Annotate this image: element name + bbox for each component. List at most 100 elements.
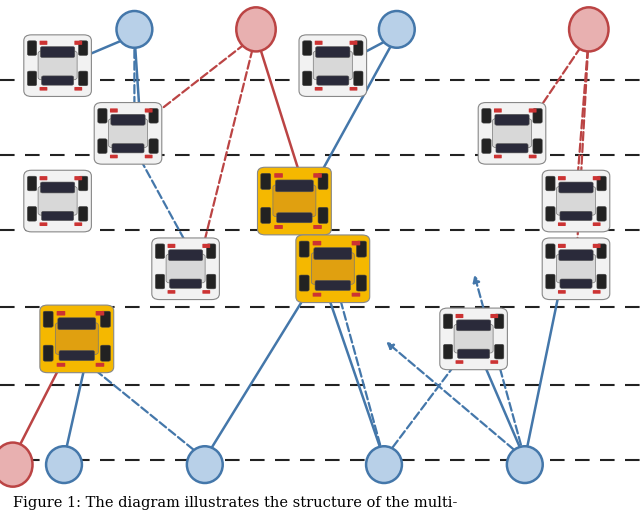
FancyBboxPatch shape bbox=[349, 41, 357, 45]
FancyBboxPatch shape bbox=[303, 41, 312, 56]
FancyBboxPatch shape bbox=[558, 290, 566, 294]
FancyBboxPatch shape bbox=[354, 41, 363, 56]
FancyBboxPatch shape bbox=[313, 293, 321, 296]
FancyBboxPatch shape bbox=[440, 308, 507, 369]
FancyBboxPatch shape bbox=[98, 139, 107, 153]
FancyBboxPatch shape bbox=[546, 244, 555, 258]
Ellipse shape bbox=[507, 446, 543, 483]
FancyBboxPatch shape bbox=[156, 244, 164, 258]
FancyBboxPatch shape bbox=[315, 280, 351, 291]
FancyBboxPatch shape bbox=[456, 320, 491, 331]
FancyBboxPatch shape bbox=[42, 76, 74, 85]
FancyBboxPatch shape bbox=[597, 206, 606, 221]
FancyBboxPatch shape bbox=[28, 41, 36, 56]
FancyBboxPatch shape bbox=[257, 167, 332, 235]
FancyBboxPatch shape bbox=[533, 109, 542, 123]
FancyBboxPatch shape bbox=[314, 51, 352, 80]
FancyBboxPatch shape bbox=[543, 238, 609, 299]
Ellipse shape bbox=[0, 443, 33, 487]
FancyBboxPatch shape bbox=[276, 213, 312, 223]
FancyBboxPatch shape bbox=[24, 35, 92, 96]
FancyBboxPatch shape bbox=[557, 186, 596, 215]
FancyBboxPatch shape bbox=[303, 71, 312, 86]
FancyBboxPatch shape bbox=[24, 171, 91, 231]
Text: Figure 1: The diagram illustrates the structure of the multi-: Figure 1: The diagram illustrates the st… bbox=[13, 496, 457, 510]
FancyBboxPatch shape bbox=[593, 290, 600, 294]
FancyBboxPatch shape bbox=[202, 290, 210, 294]
FancyBboxPatch shape bbox=[354, 71, 363, 86]
FancyBboxPatch shape bbox=[296, 235, 370, 303]
FancyBboxPatch shape bbox=[318, 173, 328, 189]
FancyBboxPatch shape bbox=[542, 238, 610, 300]
FancyBboxPatch shape bbox=[202, 244, 210, 248]
FancyBboxPatch shape bbox=[529, 108, 536, 112]
FancyBboxPatch shape bbox=[55, 323, 99, 355]
FancyBboxPatch shape bbox=[43, 311, 53, 327]
FancyBboxPatch shape bbox=[479, 103, 545, 164]
FancyBboxPatch shape bbox=[317, 76, 349, 85]
Ellipse shape bbox=[116, 11, 152, 48]
FancyBboxPatch shape bbox=[495, 314, 504, 329]
FancyBboxPatch shape bbox=[559, 250, 593, 261]
Ellipse shape bbox=[236, 7, 276, 51]
FancyBboxPatch shape bbox=[275, 225, 283, 229]
FancyBboxPatch shape bbox=[315, 87, 323, 90]
FancyBboxPatch shape bbox=[349, 87, 357, 90]
FancyBboxPatch shape bbox=[260, 173, 271, 189]
FancyBboxPatch shape bbox=[482, 109, 491, 123]
FancyBboxPatch shape bbox=[28, 71, 36, 86]
FancyBboxPatch shape bbox=[597, 176, 606, 191]
FancyBboxPatch shape bbox=[40, 87, 47, 90]
FancyBboxPatch shape bbox=[495, 114, 529, 125]
FancyBboxPatch shape bbox=[74, 41, 82, 45]
FancyBboxPatch shape bbox=[40, 305, 114, 372]
FancyBboxPatch shape bbox=[560, 211, 592, 220]
FancyBboxPatch shape bbox=[444, 314, 452, 329]
FancyBboxPatch shape bbox=[40, 223, 47, 226]
FancyBboxPatch shape bbox=[559, 182, 593, 193]
FancyBboxPatch shape bbox=[496, 144, 528, 153]
FancyBboxPatch shape bbox=[275, 173, 283, 178]
FancyBboxPatch shape bbox=[313, 173, 322, 178]
FancyBboxPatch shape bbox=[28, 176, 36, 191]
FancyBboxPatch shape bbox=[207, 244, 216, 258]
FancyBboxPatch shape bbox=[275, 180, 314, 192]
FancyBboxPatch shape bbox=[79, 71, 88, 86]
Ellipse shape bbox=[366, 446, 402, 483]
FancyBboxPatch shape bbox=[79, 206, 88, 221]
FancyBboxPatch shape bbox=[529, 154, 536, 158]
FancyBboxPatch shape bbox=[149, 139, 158, 153]
Ellipse shape bbox=[569, 7, 609, 51]
FancyBboxPatch shape bbox=[273, 185, 316, 217]
FancyBboxPatch shape bbox=[111, 114, 145, 125]
FancyBboxPatch shape bbox=[58, 318, 96, 330]
FancyBboxPatch shape bbox=[313, 241, 321, 245]
FancyBboxPatch shape bbox=[38, 51, 77, 80]
FancyBboxPatch shape bbox=[40, 176, 47, 180]
FancyBboxPatch shape bbox=[494, 108, 502, 112]
FancyBboxPatch shape bbox=[166, 254, 205, 283]
FancyBboxPatch shape bbox=[94, 102, 162, 164]
FancyBboxPatch shape bbox=[299, 275, 309, 291]
FancyBboxPatch shape bbox=[558, 244, 566, 248]
FancyBboxPatch shape bbox=[560, 279, 592, 288]
FancyBboxPatch shape bbox=[42, 211, 74, 220]
FancyBboxPatch shape bbox=[207, 274, 216, 289]
FancyBboxPatch shape bbox=[542, 170, 610, 232]
FancyBboxPatch shape bbox=[296, 235, 370, 303]
FancyBboxPatch shape bbox=[546, 206, 555, 221]
FancyBboxPatch shape bbox=[546, 176, 555, 191]
FancyBboxPatch shape bbox=[98, 109, 107, 123]
FancyBboxPatch shape bbox=[593, 176, 600, 180]
FancyBboxPatch shape bbox=[145, 154, 152, 158]
FancyBboxPatch shape bbox=[351, 293, 360, 296]
FancyBboxPatch shape bbox=[300, 35, 366, 96]
FancyBboxPatch shape bbox=[24, 170, 92, 232]
FancyBboxPatch shape bbox=[40, 305, 114, 373]
FancyBboxPatch shape bbox=[79, 176, 88, 191]
FancyBboxPatch shape bbox=[533, 139, 542, 153]
FancyBboxPatch shape bbox=[168, 250, 203, 261]
FancyBboxPatch shape bbox=[95, 103, 161, 164]
FancyBboxPatch shape bbox=[38, 186, 77, 215]
FancyBboxPatch shape bbox=[593, 244, 600, 248]
